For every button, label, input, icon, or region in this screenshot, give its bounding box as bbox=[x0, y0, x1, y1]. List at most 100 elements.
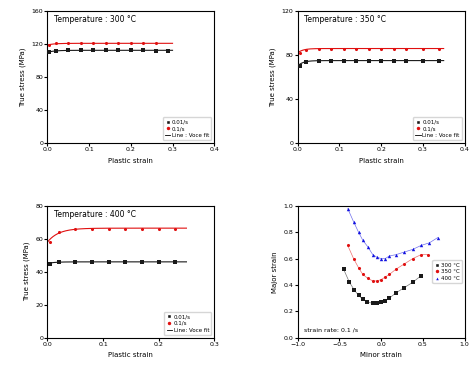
Point bbox=[355, 265, 362, 271]
Point bbox=[436, 58, 443, 64]
Point bbox=[365, 58, 373, 64]
Point bbox=[417, 273, 425, 279]
Point bbox=[340, 45, 347, 51]
Point bbox=[172, 226, 179, 232]
Point bbox=[105, 259, 112, 265]
Point bbox=[401, 261, 408, 267]
Point bbox=[377, 277, 385, 283]
Point bbox=[139, 40, 147, 46]
Point bbox=[377, 299, 385, 305]
Point bbox=[359, 237, 366, 243]
Point bbox=[302, 58, 310, 64]
Point bbox=[77, 47, 84, 53]
Legend: 0.01/s, 0.1/s, Line : Voce fit: 0.01/s, 0.1/s, Line : Voce fit bbox=[413, 117, 462, 140]
Point bbox=[344, 242, 352, 248]
Point bbox=[115, 47, 122, 53]
Point bbox=[355, 292, 362, 298]
Point bbox=[377, 256, 385, 262]
Point bbox=[359, 296, 366, 302]
Point bbox=[315, 58, 322, 64]
Point bbox=[296, 63, 303, 69]
Point bbox=[64, 40, 72, 46]
Point bbox=[382, 298, 389, 304]
Point bbox=[138, 226, 146, 232]
Legend: 0.01/s, 0.1/s, Line: Voce fit: 0.01/s, 0.1/s, Line: Voce fit bbox=[164, 312, 211, 335]
Point bbox=[340, 266, 347, 272]
Y-axis label: True stress (MPa): True stress (MPa) bbox=[19, 47, 26, 107]
Point bbox=[302, 46, 310, 53]
Point bbox=[52, 40, 60, 46]
Point bbox=[46, 50, 53, 55]
Legend: 300 °C, 350 °C, 400 °C: 300 °C, 350 °C, 400 °C bbox=[432, 260, 462, 283]
Point bbox=[390, 58, 397, 64]
Point bbox=[105, 226, 112, 232]
Point bbox=[401, 285, 408, 291]
Point bbox=[327, 58, 335, 64]
Point bbox=[55, 229, 62, 235]
Point bbox=[373, 300, 381, 306]
Point bbox=[373, 278, 381, 284]
Point bbox=[401, 249, 408, 255]
Point bbox=[434, 234, 442, 240]
Point bbox=[155, 259, 163, 265]
Point bbox=[424, 252, 432, 258]
Point bbox=[64, 47, 72, 53]
Point bbox=[364, 275, 372, 281]
Point bbox=[417, 242, 425, 248]
Point bbox=[127, 40, 135, 46]
Point bbox=[377, 45, 385, 51]
Point bbox=[152, 48, 160, 54]
Point bbox=[409, 279, 417, 285]
Point bbox=[382, 274, 389, 280]
Legend: 0.01/s, 0.1/s, Line : Voce fit: 0.01/s, 0.1/s, Line : Voce fit bbox=[163, 117, 211, 140]
Point bbox=[386, 295, 393, 301]
Point bbox=[121, 259, 129, 265]
Point bbox=[369, 300, 376, 306]
Y-axis label: True stress (MPa): True stress (MPa) bbox=[270, 47, 276, 107]
Point bbox=[72, 259, 79, 265]
Point bbox=[296, 50, 303, 56]
Y-axis label: Major strain: Major strain bbox=[272, 251, 278, 292]
Point bbox=[102, 47, 109, 53]
Point bbox=[46, 239, 54, 245]
Point bbox=[350, 256, 357, 262]
Point bbox=[152, 40, 160, 46]
Point bbox=[390, 45, 397, 51]
Point bbox=[386, 253, 393, 259]
Y-axis label: True stress (MPa): True stress (MPa) bbox=[23, 242, 30, 302]
Point bbox=[46, 42, 53, 48]
Point bbox=[90, 40, 97, 46]
Point bbox=[327, 45, 335, 51]
Point bbox=[102, 40, 109, 46]
Point bbox=[340, 58, 347, 64]
Point bbox=[351, 287, 358, 293]
Point bbox=[436, 45, 443, 51]
Point bbox=[373, 254, 381, 260]
Point bbox=[363, 299, 371, 305]
Point bbox=[77, 40, 84, 46]
Point bbox=[426, 240, 433, 246]
Point bbox=[88, 226, 96, 232]
Point bbox=[386, 272, 393, 278]
Point bbox=[417, 252, 425, 258]
Point bbox=[55, 259, 62, 265]
Text: Temperature : 400 °C: Temperature : 400 °C bbox=[54, 210, 136, 219]
Point bbox=[155, 226, 163, 232]
Point bbox=[369, 252, 376, 258]
Point bbox=[346, 279, 353, 285]
Point bbox=[364, 244, 372, 250]
Point bbox=[115, 40, 122, 46]
Point bbox=[382, 256, 389, 262]
X-axis label: Minor strain: Minor strain bbox=[360, 352, 402, 358]
Point bbox=[419, 58, 427, 64]
Point bbox=[377, 58, 385, 64]
Text: Temperature : 350 °C: Temperature : 350 °C bbox=[304, 15, 386, 24]
Point bbox=[121, 226, 129, 232]
Point bbox=[46, 261, 54, 267]
Point bbox=[355, 229, 362, 235]
Point bbox=[344, 206, 352, 212]
Point bbox=[138, 259, 146, 265]
Point bbox=[52, 48, 60, 54]
Point bbox=[365, 45, 373, 51]
Point bbox=[139, 47, 147, 53]
